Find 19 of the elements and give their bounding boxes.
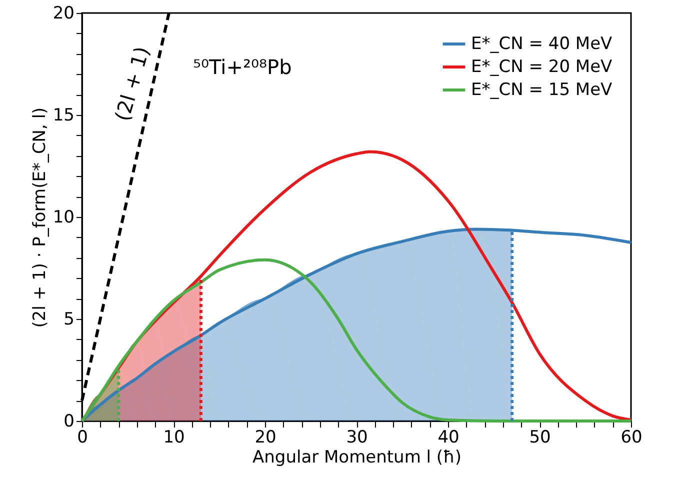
x-tick-label: 60 [620,428,642,448]
y-axis-title: (2l + 1) · P_form(E*_CN, l) [30,107,50,328]
legend-label: E*_CN = 20 MeV [471,57,613,77]
legend-label: E*_CN = 15 MeV [471,80,613,100]
x-tick-label: 20 [254,428,276,448]
x-tick-label: 40 [438,428,460,448]
y-tick-label: 15 [52,106,74,126]
x-axis-title: Angular Momentum l (ħ) [252,448,462,468]
x-tick-label: 10 [163,428,185,448]
legend-label: E*_CN = 40 MeV [471,34,613,54]
y-tick-label: 5 [64,310,74,330]
annotation: (2l + 1) [110,44,154,124]
x-tick-label: 0 [77,428,88,448]
x-tick-label: 30 [346,428,368,448]
y-tick-label: 20 [52,4,74,24]
y-tick-label: 0 [64,412,74,432]
y-tick-label: 10 [52,208,74,228]
x-tick-label: 50 [529,428,551,448]
annotation: ⁵⁰Ti+²⁰⁸Pb [193,55,292,79]
